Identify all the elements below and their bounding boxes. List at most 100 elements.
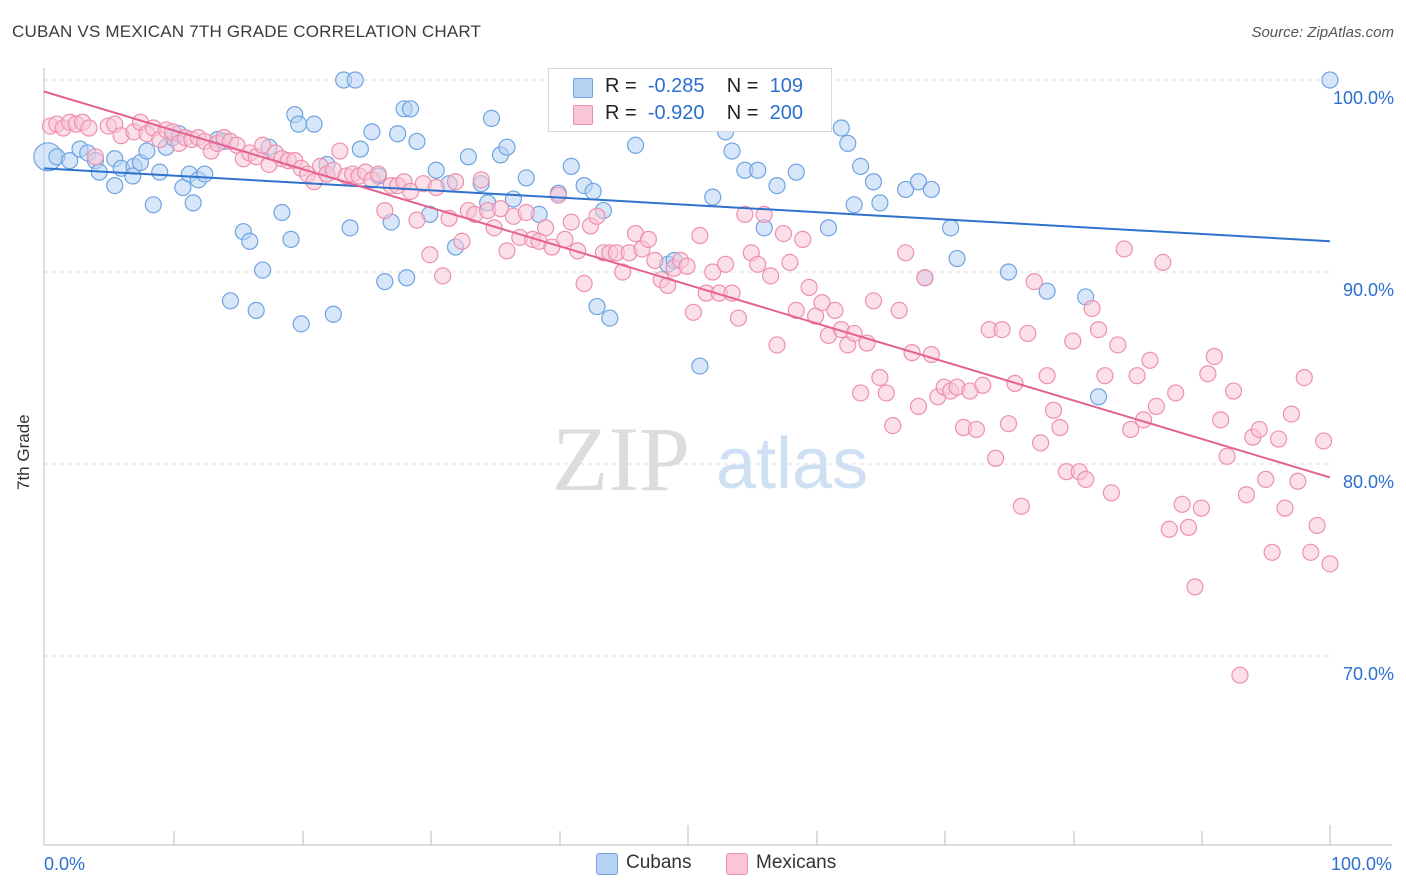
mexicans-point <box>254 136 272 154</box>
mexicans-point <box>1038 367 1056 385</box>
mexicans-point <box>826 301 844 319</box>
mexicans-point <box>1250 420 1268 439</box>
mexicans-point <box>1173 495 1191 513</box>
mexicans-point <box>967 420 985 439</box>
mexicans-point <box>472 171 490 189</box>
mexicans-point <box>1032 434 1050 452</box>
mexicans-point <box>1186 578 1204 596</box>
cubans-trend-line <box>43 167 1331 243</box>
cubans-point <box>871 194 889 212</box>
legend-r-label: R = <box>605 75 637 97</box>
mexicans-trend-line <box>43 90 1331 479</box>
mexicans-point <box>871 369 889 387</box>
mexicans-point <box>1237 486 1256 504</box>
mexicans-point <box>376 201 394 220</box>
mexicans-point <box>729 309 748 327</box>
stats-legend: R = -0.285 N = 109 R = -0.920 N = 200 <box>548 68 832 132</box>
cubans-point <box>427 161 445 179</box>
mexicans-point <box>749 255 767 273</box>
cubans-label: Cubans <box>626 852 692 873</box>
mexicans-point <box>999 415 1018 433</box>
mexicans-point <box>877 384 895 402</box>
mexicans-label: Mexicans <box>756 852 837 873</box>
mexicans-point <box>1051 418 1069 437</box>
cubans-point <box>909 173 928 191</box>
cubans-point <box>1321 71 1339 89</box>
mexicans-point <box>556 230 574 248</box>
cubans-point <box>584 182 602 200</box>
mexicans-point <box>845 324 863 343</box>
legend-r-value: -0.920 <box>647 102 705 124</box>
mexicans-point <box>916 269 934 287</box>
mexicans-point <box>813 294 831 312</box>
mexicans-point <box>1154 253 1172 271</box>
mexicans-swatch <box>573 105 593 125</box>
mexicans-point <box>1308 516 1326 535</box>
mexicans-point <box>768 336 786 354</box>
cubans-point <box>845 196 863 214</box>
mexicans-point <box>897 244 915 262</box>
mexicans-point <box>1109 336 1127 354</box>
mexicans-point <box>736 205 754 223</box>
cubans-point <box>482 109 501 128</box>
watermark-atlas: atlas <box>716 424 868 504</box>
mexicans-point <box>1224 382 1243 400</box>
cubans-point <box>819 219 838 237</box>
cubans-point <box>626 136 645 154</box>
cubans-point <box>408 132 426 151</box>
cubans-point <box>864 173 883 191</box>
cubans-point <box>398 269 416 287</box>
cubans-point <box>588 297 606 316</box>
mexicans-point <box>774 225 793 243</box>
mexicans-point <box>86 148 105 166</box>
cubans-swatch <box>573 78 593 98</box>
mexicans-point <box>421 246 439 264</box>
mexicans-point <box>1089 321 1108 339</box>
mexicans-swatch <box>726 853 748 875</box>
mexicans-point <box>1122 420 1140 439</box>
tick-labels: 100.0% 90.0% 80.0% 70.0% 0.0% 100.0% <box>44 88 1394 874</box>
x-tick-label-min: 0.0% <box>44 854 85 874</box>
watermark-zip: ZIP <box>552 408 690 510</box>
mexicans-point <box>427 178 445 197</box>
cubans-point <box>376 273 394 291</box>
cubans-point <box>1089 388 1108 406</box>
mexicans-point <box>1212 411 1230 429</box>
mexicans-point <box>794 230 812 248</box>
cubans-point <box>948 249 966 268</box>
cubans-point <box>749 161 767 179</box>
mexicans-point <box>1321 555 1339 573</box>
mexicans-point <box>614 263 632 281</box>
mexicans-point <box>446 173 465 191</box>
mexicans-point <box>1218 447 1236 465</box>
mexicans-point <box>401 182 420 200</box>
mexicans-point <box>1295 369 1313 387</box>
mexicans-point <box>1231 666 1249 684</box>
cubans-point <box>999 263 1018 281</box>
mexicans-point <box>890 301 908 319</box>
mexicans-point <box>691 226 709 245</box>
mexicans-point <box>1025 273 1043 291</box>
source-label: Source: ZipAtlas.com <box>1251 24 1394 41</box>
cubans-point <box>839 134 857 152</box>
mexicans-point <box>1282 405 1301 423</box>
mexicans-point <box>1205 347 1223 366</box>
cubans-point <box>389 125 407 143</box>
cubans-point <box>151 163 169 181</box>
mexicans-point <box>453 232 471 250</box>
cubans-point <box>768 177 786 195</box>
legend-n-value: 109 <box>769 75 803 97</box>
cubans-point <box>124 167 142 185</box>
cubans-point <box>292 315 310 333</box>
y-tick-label: 90.0% <box>1343 280 1394 300</box>
legend-n-label: N = <box>726 102 759 124</box>
mexicans-point <box>588 207 606 225</box>
data-points <box>33 71 1339 684</box>
mexicans-point <box>1064 332 1082 350</box>
mexicans-point <box>491 200 510 218</box>
y-tick-label: 100.0% <box>1333 88 1394 108</box>
mexicans-point <box>305 173 323 191</box>
mexicans-point <box>408 211 426 229</box>
cubans-point <box>290 115 308 133</box>
cubans-point <box>351 140 369 158</box>
